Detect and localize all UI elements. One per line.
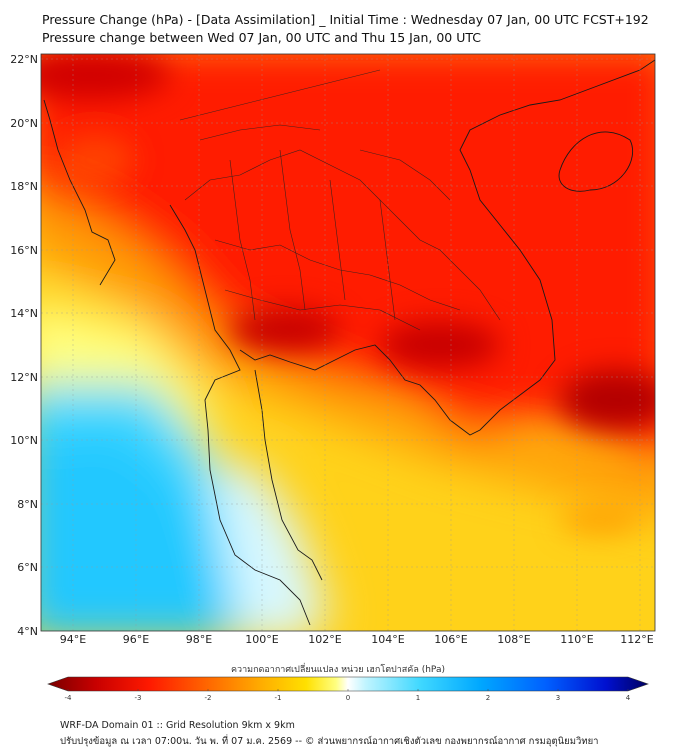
colorbar-tick: -3 bbox=[135, 694, 142, 702]
colorbar-tick: 0 bbox=[346, 694, 350, 702]
lat-tick: 16°N bbox=[10, 244, 38, 257]
lat-tick: 10°N bbox=[10, 434, 38, 447]
footer-credit: ปรับปรุงข้อมูล ณ เวลา 07:00น. วัน พ. ที่… bbox=[60, 736, 599, 747]
lon-tick: 96°E bbox=[123, 633, 149, 646]
colorbar-tick: 2 bbox=[486, 694, 490, 702]
map-frame bbox=[40, 53, 656, 632]
footer-model-info: WRF-DA Domain 01 :: Grid Resolution 9km … bbox=[60, 720, 295, 731]
coastlines bbox=[43, 59, 655, 626]
colorbar-tick: -4 bbox=[65, 694, 73, 702]
colorbar-tick: 3 bbox=[556, 694, 560, 702]
lat-tick: 8°N bbox=[17, 498, 38, 511]
admin-borders bbox=[179, 69, 501, 331]
lon-axis: 94°E 96°E 98°E 100°E 102°E 104°E 106°E 1… bbox=[60, 633, 654, 646]
lon-tick: 108°E bbox=[497, 633, 530, 646]
lat-tick: 14°N bbox=[10, 307, 38, 320]
lon-tick: 110°E bbox=[560, 633, 593, 646]
lon-tick: 106°E bbox=[434, 633, 467, 646]
pressure-field bbox=[41, 54, 655, 631]
lon-tick: 104°E bbox=[371, 633, 404, 646]
colorbar: -4 -3 -2 -1 0 1 2 3 4 bbox=[47, 676, 649, 702]
graticule bbox=[41, 54, 655, 631]
lat-tick: 18°N bbox=[10, 180, 38, 193]
lon-tick: 98°E bbox=[186, 633, 212, 646]
lat-tick: 4°N bbox=[17, 625, 38, 638]
lon-tick: 100°E bbox=[245, 633, 278, 646]
lat-axis: 22°N 20°N 18°N 16°N 14°N 12°N 10°N 8°N 6… bbox=[10, 53, 38, 638]
colorbar-tick: 1 bbox=[416, 694, 420, 702]
colorbar-bar bbox=[47, 676, 649, 692]
colorbar-tick: 4 bbox=[626, 694, 631, 702]
chart-title: Pressure Change (hPa) - [Data Assimilati… bbox=[42, 12, 649, 27]
lat-tick: 6°N bbox=[17, 561, 38, 574]
lon-tick: 112°E bbox=[620, 633, 653, 646]
lat-tick: 12°N bbox=[10, 371, 38, 384]
lon-tick: 102°E bbox=[308, 633, 341, 646]
chart-subtitle: Pressure change between Wed 07 Jan, 00 U… bbox=[42, 30, 482, 45]
lat-tick: 20°N bbox=[10, 117, 38, 130]
colorbar-caption: ความกดอากาศเปลี่ยนแปลง หน่วย เฮกโตปาสคัล… bbox=[231, 665, 445, 675]
lon-tick: 94°E bbox=[60, 633, 86, 646]
colorbar-tick: -2 bbox=[205, 694, 212, 702]
lat-tick: 22°N bbox=[10, 53, 38, 66]
colorbar-tick: -1 bbox=[275, 694, 282, 702]
